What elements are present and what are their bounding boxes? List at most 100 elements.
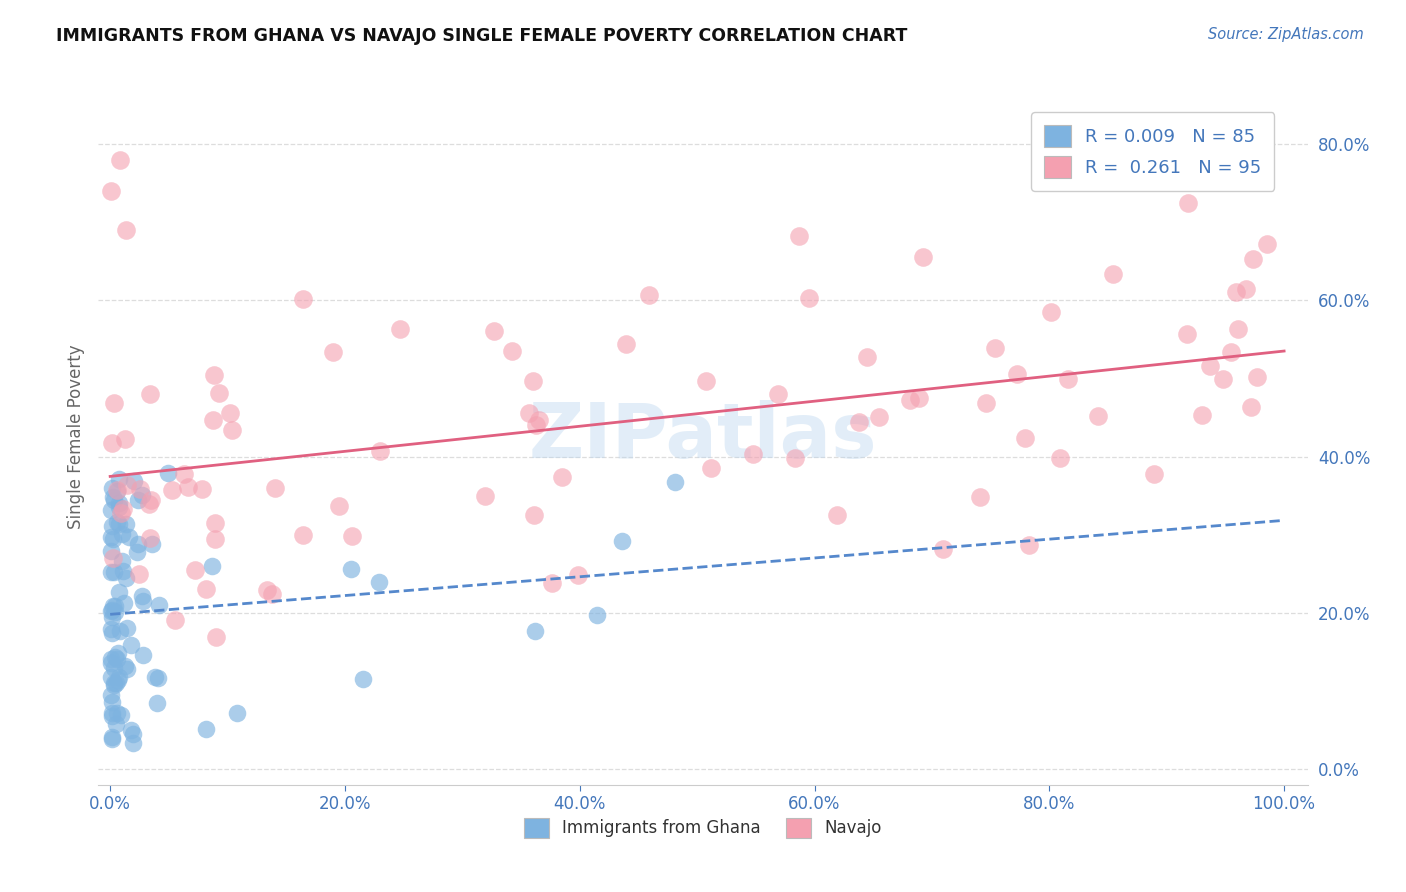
Point [101, 730, 124, 744]
Point [370, 443, 392, 458]
Point [100, 622, 122, 636]
Point [695, 375, 717, 389]
Point [292, 528, 315, 542]
Point [225, 706, 247, 721]
Point [1143, 467, 1166, 481]
Point [1014, 431, 1036, 445]
Point [100, 604, 122, 618]
Legend: Immigrants from Ghana, Navajo: Immigrants from Ghana, Navajo [516, 809, 890, 847]
Point [105, 483, 128, 498]
Point [1101, 268, 1123, 282]
Point [474, 489, 496, 503]
Point [1227, 322, 1250, 336]
Point [1240, 401, 1263, 415]
Point [523, 624, 546, 639]
Point [1212, 372, 1234, 386]
Point [101, 519, 124, 533]
Point [114, 516, 136, 531]
Point [114, 658, 136, 673]
Point [201, 559, 224, 574]
Point [190, 482, 212, 496]
Point [322, 344, 344, 359]
Point [1220, 345, 1243, 359]
Point [204, 532, 226, 546]
Point [100, 670, 122, 684]
Point [107, 673, 129, 687]
Point [112, 596, 135, 610]
Point [107, 495, 129, 509]
Point [1256, 236, 1278, 251]
Point [107, 646, 129, 660]
Point [157, 466, 180, 480]
Point [524, 418, 547, 433]
Point [107, 472, 129, 486]
Point [120, 723, 142, 738]
Point [173, 467, 195, 481]
Point [1177, 195, 1199, 210]
Point [1007, 368, 1029, 382]
Point [932, 541, 955, 556]
Text: ZIPatlas: ZIPatlas [529, 401, 877, 474]
Point [162, 483, 184, 498]
Point [165, 613, 187, 627]
Point [100, 609, 122, 624]
Point [111, 527, 134, 541]
Point [868, 410, 890, 425]
Point [121, 735, 143, 749]
Point [103, 676, 125, 690]
Point [264, 481, 287, 495]
Text: IMMIGRANTS FROM GHANA VS NAVAJO SINGLE FEMALE POVERTY CORRELATION CHART: IMMIGRANTS FROM GHANA VS NAVAJO SINGLE F… [56, 27, 908, 45]
Point [131, 590, 153, 604]
Point [522, 374, 544, 388]
Point [205, 630, 228, 644]
Point [105, 706, 128, 720]
Point [1191, 408, 1213, 422]
Point [146, 696, 169, 710]
Point [101, 436, 124, 450]
Point [195, 722, 218, 736]
Point [340, 562, 363, 576]
Point [115, 662, 138, 676]
Point [114, 432, 136, 446]
Text: Source: ZipAtlas.com: Source: ZipAtlas.com [1208, 27, 1364, 42]
Point [1057, 372, 1080, 386]
Point [103, 491, 125, 505]
Point [567, 568, 589, 582]
Point [101, 481, 124, 495]
Point [368, 575, 391, 590]
Point [292, 292, 315, 306]
Point [221, 423, 243, 437]
Point [108, 500, 131, 514]
Point [110, 624, 132, 638]
Point [100, 184, 122, 198]
Point [195, 582, 218, 596]
Point [101, 551, 124, 566]
Point [101, 731, 124, 746]
Point [610, 533, 633, 548]
Point [139, 386, 162, 401]
Point [105, 515, 128, 529]
Point [100, 543, 122, 558]
Point [115, 223, 138, 237]
Point [848, 415, 870, 429]
Point [100, 566, 122, 580]
Point [122, 727, 145, 741]
Point [103, 532, 125, 546]
Point [131, 488, 153, 502]
Point [1225, 285, 1247, 300]
Point [1018, 538, 1040, 552]
Point [111, 554, 134, 568]
Point [1175, 326, 1198, 341]
Point [766, 387, 789, 401]
Point [132, 648, 155, 663]
Point [107, 584, 129, 599]
Point [108, 670, 131, 684]
Point [110, 708, 132, 723]
Point [107, 517, 129, 532]
Point [1199, 359, 1222, 374]
Point [202, 368, 225, 383]
Point [100, 706, 122, 720]
Point [585, 607, 607, 622]
Point [907, 391, 929, 405]
Point [101, 695, 124, 709]
